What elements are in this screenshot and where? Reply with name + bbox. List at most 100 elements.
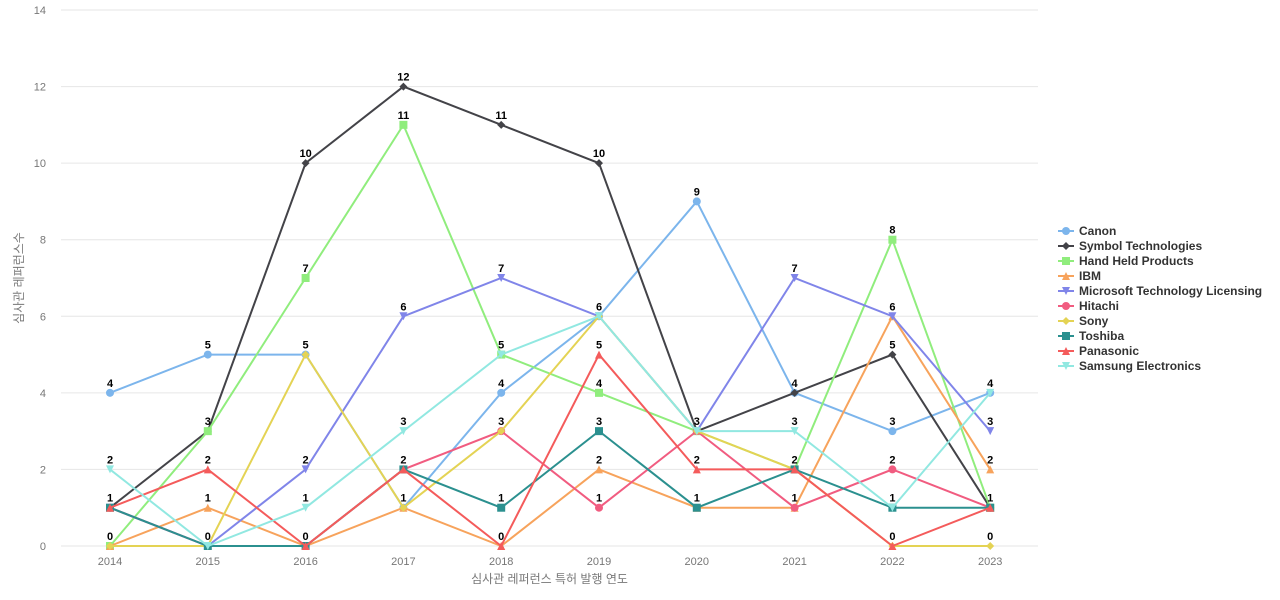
- data-point[interactable]: [497, 542, 506, 550]
- data-point[interactable]: [888, 503, 897, 512]
- series-hitachi[interactable]: [106, 427, 995, 550]
- series-line[interactable]: [109, 352, 991, 548]
- data-point[interactable]: [301, 465, 310, 474]
- data-point[interactable]: [790, 388, 799, 397]
- data-point[interactable]: [790, 274, 799, 282]
- data-point[interactable]: [790, 465, 799, 474]
- data-point[interactable]: [497, 427, 506, 436]
- legend-item-canon[interactable]: Canon: [1058, 224, 1116, 238]
- data-point[interactable]: [986, 503, 995, 512]
- legend-item-samsung-electronics[interactable]: Samsung Electronics: [1058, 359, 1201, 373]
- data-point[interactable]: [106, 388, 114, 397]
- data-point[interactable]: [790, 427, 799, 436]
- series-line[interactable]: [110, 314, 991, 547]
- data-point[interactable]: [203, 542, 212, 550]
- data-point[interactable]: [888, 235, 897, 244]
- data-point[interactable]: [203, 465, 212, 474]
- data-point[interactable]: [692, 197, 701, 206]
- series-line[interactable]: [109, 85, 992, 509]
- data-point[interactable]: [399, 465, 408, 474]
- data-point[interactable]: [888, 350, 897, 359]
- data-point[interactable]: [595, 427, 603, 436]
- legend-item-symbol-technologies[interactable]: Symbol Technologies: [1058, 239, 1202, 253]
- data-point[interactable]: [595, 312, 603, 321]
- legend-item-sony[interactable]: Sony: [1058, 314, 1109, 328]
- series-toshiba[interactable]: [106, 427, 995, 550]
- data-point[interactable]: [692, 503, 701, 512]
- legend-item-hand-held-products[interactable]: Hand Held Products: [1058, 254, 1194, 268]
- data-point[interactable]: [301, 350, 310, 359]
- data-label: 3: [400, 416, 406, 428]
- data-point[interactable]: [106, 465, 114, 474]
- series-line[interactable]: [109, 199, 991, 510]
- series-line[interactable]: [109, 315, 991, 548]
- data-label: 0: [107, 531, 113, 543]
- data-point[interactable]: [399, 427, 408, 436]
- data-point[interactable]: [595, 503, 603, 512]
- series-panasonic[interactable]: [106, 350, 995, 550]
- data-point[interactable]: [497, 274, 506, 282]
- data-point[interactable]: [399, 82, 408, 91]
- series-ibm[interactable]: [106, 312, 995, 550]
- data-point[interactable]: [595, 388, 603, 397]
- legend-item-microsoft-technology-licensing[interactable]: Microsoft Technology Licensing: [1058, 284, 1262, 298]
- y-tick-label: 10: [34, 158, 46, 170]
- data-point[interactable]: [888, 312, 897, 321]
- data-point[interactable]: [986, 465, 995, 474]
- data-label: 5: [596, 340, 602, 352]
- data-point[interactable]: [986, 427, 995, 436]
- data-point[interactable]: [595, 350, 603, 359]
- data-label: 0: [987, 531, 993, 543]
- data-point[interactable]: [497, 503, 506, 512]
- series-line[interactable]: [109, 429, 991, 547]
- data-point[interactable]: [399, 120, 408, 129]
- data-point[interactable]: [790, 503, 799, 512]
- data-point[interactable]: [203, 350, 212, 359]
- series-samsung-electronics[interactable]: [106, 312, 995, 550]
- data-point[interactable]: [301, 542, 310, 550]
- data-point[interactable]: [399, 312, 408, 321]
- grid: [61, 9, 1038, 547]
- data-label: 7: [498, 263, 504, 275]
- data-label: 4: [596, 378, 603, 390]
- data-point[interactable]: [497, 388, 506, 397]
- data-point[interactable]: [106, 542, 114, 550]
- data-point[interactable]: [497, 350, 506, 359]
- data-point[interactable]: [497, 120, 506, 129]
- legend-label: Sony: [1079, 314, 1109, 328]
- data-point[interactable]: [106, 503, 114, 512]
- data-point[interactable]: [301, 503, 310, 512]
- data-label: 2: [205, 454, 211, 466]
- data-point[interactable]: [203, 427, 212, 436]
- data-point[interactable]: [888, 542, 897, 550]
- legend-item-toshiba[interactable]: Toshiba: [1058, 329, 1124, 343]
- data-point[interactable]: [986, 542, 995, 550]
- series-line[interactable]: [109, 314, 992, 548]
- legend-label: Microsoft Technology Licensing: [1079, 284, 1262, 298]
- legend-item-panasonic[interactable]: Panasonic: [1058, 344, 1139, 358]
- legend-label: Hitachi: [1079, 299, 1119, 313]
- legend-item-ibm[interactable]: IBM: [1058, 269, 1101, 283]
- data-point[interactable]: [986, 388, 995, 397]
- data-point[interactable]: [692, 465, 701, 474]
- data-point[interactable]: [301, 274, 310, 282]
- data-label: 0: [889, 531, 895, 543]
- data-point[interactable]: [595, 159, 603, 168]
- series-sony[interactable]: [106, 312, 995, 550]
- data-label: 3: [498, 416, 504, 428]
- data-point[interactable]: [203, 503, 212, 512]
- data-label: 1: [596, 493, 602, 505]
- data-point[interactable]: [301, 159, 310, 168]
- data-labels: 4210532101075210121163211175431010654321…: [107, 72, 994, 543]
- legend-item-hitachi[interactable]: Hitachi: [1058, 299, 1119, 313]
- data-label: 3: [792, 416, 798, 428]
- y-tick-label: 2: [40, 464, 46, 476]
- series-canon[interactable]: [106, 197, 995, 512]
- data-point[interactable]: [692, 427, 701, 436]
- data-point[interactable]: [888, 427, 897, 436]
- data-point[interactable]: [595, 465, 603, 474]
- data-label: 1: [792, 493, 798, 505]
- data-point[interactable]: [888, 465, 897, 474]
- data-point[interactable]: [399, 503, 408, 512]
